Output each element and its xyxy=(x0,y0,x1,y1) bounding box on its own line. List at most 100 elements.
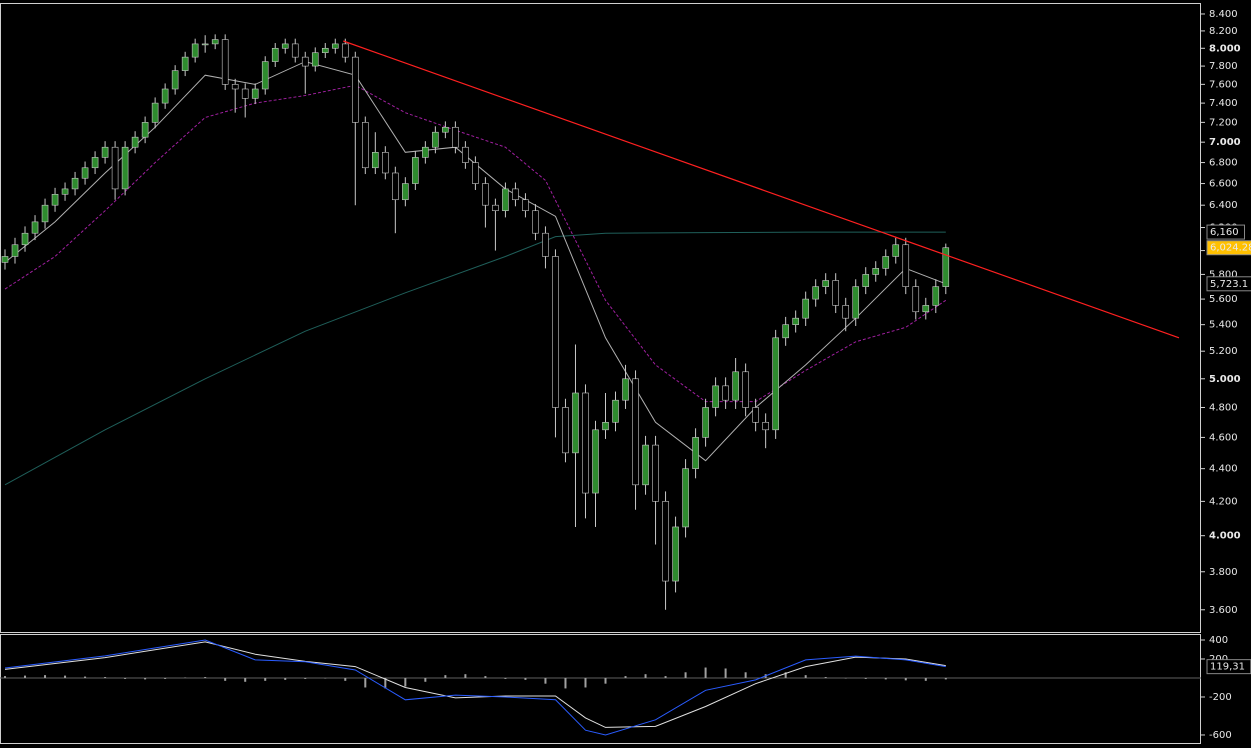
histogram-bar xyxy=(144,677,147,680)
histogram-bar xyxy=(904,677,907,681)
candle-body xyxy=(211,39,219,45)
trend-line xyxy=(343,40,1180,339)
candle-body xyxy=(602,421,609,431)
last-price-box xyxy=(1206,240,1251,256)
histogram-bar xyxy=(344,677,347,681)
candle-body xyxy=(161,88,169,104)
candle-body xyxy=(412,157,419,184)
oscillator-line xyxy=(4,641,946,728)
candle-body xyxy=(802,298,809,319)
candle-body xyxy=(181,56,189,71)
y-tick-label: 6.800 xyxy=(1209,158,1238,169)
moving-average xyxy=(4,231,946,486)
candle-body xyxy=(652,444,659,502)
candle-body xyxy=(201,43,209,46)
candle-body xyxy=(81,167,89,179)
candle-body xyxy=(141,122,149,138)
candle-body xyxy=(11,244,19,257)
oscillator-line xyxy=(4,639,946,736)
moving-average xyxy=(4,84,947,403)
y-tick-label: 4.000 xyxy=(1209,531,1241,542)
y-tick-label: 7.600 xyxy=(1209,79,1238,90)
candle-body xyxy=(301,56,309,67)
histogram-bar xyxy=(924,677,927,681)
candle-body xyxy=(111,146,119,190)
histogram-bar xyxy=(804,675,807,678)
histogram-bar xyxy=(484,676,487,678)
candle-body xyxy=(562,407,569,454)
y-tick-label: 4.800 xyxy=(1209,402,1238,413)
y-tick-label: 5.600 xyxy=(1209,294,1238,305)
y-tick-label: -600 xyxy=(1209,730,1232,741)
y-tick-label: 400 xyxy=(1209,635,1228,646)
candle-body xyxy=(502,188,509,212)
candle-body xyxy=(762,421,769,431)
candle-body xyxy=(442,126,449,133)
candle-body xyxy=(712,385,719,408)
candle-body xyxy=(882,256,890,269)
histogram-bar xyxy=(244,677,247,682)
histogram-bar xyxy=(264,677,267,681)
candle-body xyxy=(722,385,729,401)
histogram-bar xyxy=(164,677,167,679)
candle-body xyxy=(91,157,99,169)
histogram-bar xyxy=(744,672,747,678)
candle-body xyxy=(642,444,649,486)
candle-body xyxy=(862,274,870,287)
histogram-bar xyxy=(184,677,187,679)
candle-body xyxy=(872,268,880,275)
histogram-bar xyxy=(784,672,787,678)
candle-body xyxy=(21,232,29,246)
histogram-bar xyxy=(204,677,207,678)
candle-body xyxy=(522,199,529,212)
candle-body xyxy=(372,151,379,169)
moving-average-box xyxy=(1206,224,1245,240)
candle-body xyxy=(251,88,259,99)
candle-body xyxy=(852,286,860,319)
histogram-bar xyxy=(564,677,567,689)
oscillator-line-end-label: 119,31 xyxy=(1210,662,1245,673)
candle-body xyxy=(131,136,139,148)
candle-body xyxy=(662,501,669,582)
y-tick-label: 5.400 xyxy=(1209,320,1238,331)
histogram-bar xyxy=(504,677,507,679)
candle-body xyxy=(832,280,839,306)
candle-body xyxy=(692,437,699,469)
y-tick-label: 8.200 xyxy=(1209,26,1238,37)
histogram-bar xyxy=(844,677,847,679)
histogram-bar xyxy=(604,677,607,684)
candle-body xyxy=(221,39,229,85)
y-tick-label: 4.200 xyxy=(1209,496,1238,507)
histogram-bar xyxy=(464,674,467,678)
candle-body xyxy=(241,88,249,99)
candle-body xyxy=(582,392,589,494)
candle-body xyxy=(151,102,159,123)
candle-body xyxy=(542,232,549,257)
histogram-bar xyxy=(104,677,107,678)
candle-body xyxy=(552,256,559,408)
candle-body xyxy=(622,378,629,401)
candle-body xyxy=(792,317,799,325)
candle-body xyxy=(281,43,289,49)
histogram-bar xyxy=(84,676,87,678)
y-tick-label: 3.800 xyxy=(1209,567,1238,578)
candle-body xyxy=(492,204,499,212)
histogram-bar xyxy=(364,677,367,688)
histogram-bar xyxy=(664,676,667,678)
moving-average-box xyxy=(1206,276,1251,292)
candle-body xyxy=(732,371,739,401)
histogram-bar xyxy=(684,672,687,678)
candle-body xyxy=(512,188,519,201)
candle-body xyxy=(61,188,69,195)
candle-body xyxy=(351,56,359,123)
y-tick-label: 4.600 xyxy=(1209,432,1238,443)
histogram-bar xyxy=(444,675,447,678)
histogram-bar xyxy=(944,677,947,680)
candle-body xyxy=(171,70,179,90)
candle-body xyxy=(452,126,459,148)
candle-body xyxy=(341,43,349,58)
candle-body xyxy=(482,183,489,206)
y-tick-label: 8.000 xyxy=(1209,43,1241,54)
